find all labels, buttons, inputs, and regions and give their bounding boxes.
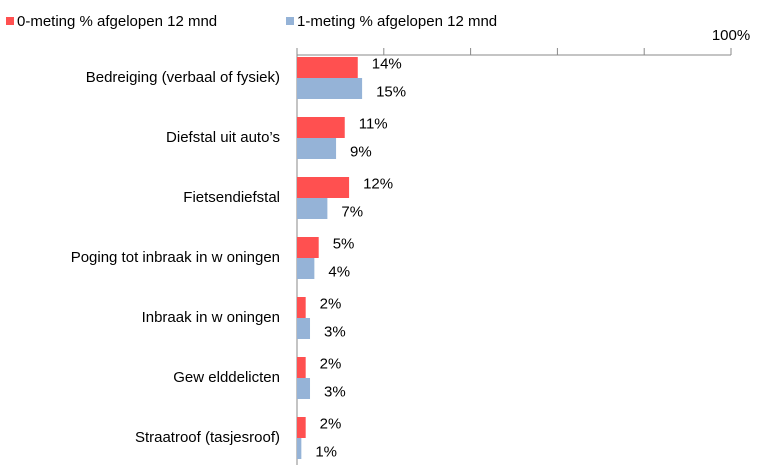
- value-label: 3%: [324, 323, 346, 340]
- value-label: 15%: [376, 83, 406, 100]
- category-label: Diefstal uit auto’s: [166, 129, 280, 146]
- value-label: 2%: [320, 415, 342, 432]
- bar: [297, 297, 306, 318]
- bar: [297, 378, 311, 399]
- bar: [297, 318, 311, 339]
- x-tick-label: 100%: [712, 27, 750, 44]
- value-label: 1%: [315, 443, 337, 460]
- bar: [297, 78, 363, 99]
- bar: [297, 357, 306, 378]
- category-label: Bedreiging (verbaal of fysiek): [86, 69, 280, 86]
- value-label: 14%: [372, 55, 402, 72]
- value-label: 12%: [363, 175, 393, 192]
- value-label: 7%: [341, 203, 363, 220]
- category-label: Straatroof (tasjesroof): [135, 429, 280, 446]
- legend-label: 0-meting % afgelopen 12 mnd: [17, 13, 217, 30]
- category-label: Gew elddelicten: [173, 369, 280, 386]
- bar: [297, 57, 358, 78]
- bar: [297, 117, 345, 138]
- value-label: 9%: [350, 143, 372, 160]
- category-label: Fietsendiefstal: [183, 189, 280, 206]
- bar: [297, 417, 306, 438]
- category-label: Poging tot inbraak in w oningen: [71, 249, 280, 266]
- value-label: 3%: [324, 383, 346, 400]
- bar: [297, 258, 315, 279]
- legend-swatch: [286, 17, 294, 25]
- bar: [297, 438, 302, 459]
- value-label: 5%: [333, 235, 355, 252]
- value-label: 11%: [359, 115, 388, 132]
- value-label: 2%: [320, 295, 342, 312]
- legend-label: 1-meting % afgelopen 12 mnd: [297, 13, 497, 30]
- value-label: 2%: [320, 355, 342, 372]
- bar: [297, 177, 350, 198]
- legend-swatch: [6, 17, 14, 25]
- value-label: 4%: [328, 263, 350, 280]
- category-label: Inbraak in w oningen: [142, 309, 280, 326]
- bar: [297, 198, 328, 219]
- bar: [297, 237, 319, 258]
- bar: [297, 138, 337, 159]
